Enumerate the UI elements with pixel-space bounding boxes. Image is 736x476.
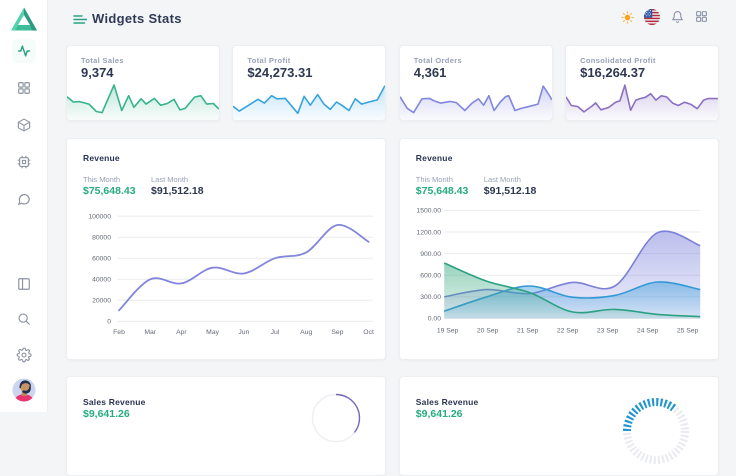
svg-text:0: 0 <box>107 319 111 326</box>
svg-text:20 Sep: 20 Sep <box>477 327 499 334</box>
svg-text:1200.00: 1200.00 <box>416 229 441 236</box>
svg-text:80000: 80000 <box>92 235 111 242</box>
svg-text:Oct: Oct <box>363 329 374 336</box>
svg-text:Sep: Sep <box>331 329 343 336</box>
svg-text:Jul: Jul <box>271 329 280 336</box>
svg-text:22 Sep: 22 Sep <box>557 327 579 334</box>
svg-text:20000: 20000 <box>92 298 111 305</box>
svg-text:May: May <box>206 329 219 336</box>
svg-text:24 Sep: 24 Sep <box>637 327 659 334</box>
svg-text:60000: 60000 <box>92 256 111 263</box>
svg-text:1500.00: 1500.00 <box>416 208 441 215</box>
svg-text:Aug: Aug <box>300 329 312 336</box>
svg-text:600.00: 600.00 <box>420 273 441 280</box>
svg-text:900.00: 900.00 <box>420 251 441 258</box>
svg-text:21 Sep: 21 Sep <box>517 327 539 334</box>
svg-text:0.00: 0.00 <box>428 316 441 323</box>
svg-text:Mar: Mar <box>144 329 156 336</box>
svg-text:25 Sep: 25 Sep <box>677 327 699 334</box>
svg-text:Jun: Jun <box>238 329 249 336</box>
svg-text:23 Sep: 23 Sep <box>597 327 619 334</box>
svg-text:Feb: Feb <box>113 329 125 336</box>
svg-text:100000: 100000 <box>88 213 111 220</box>
svg-text:Apr: Apr <box>176 329 187 336</box>
svg-text:40000: 40000 <box>92 277 111 284</box>
svg-text:19 Sep: 19 Sep <box>437 327 459 334</box>
svg-text:300.00: 300.00 <box>420 294 441 301</box>
